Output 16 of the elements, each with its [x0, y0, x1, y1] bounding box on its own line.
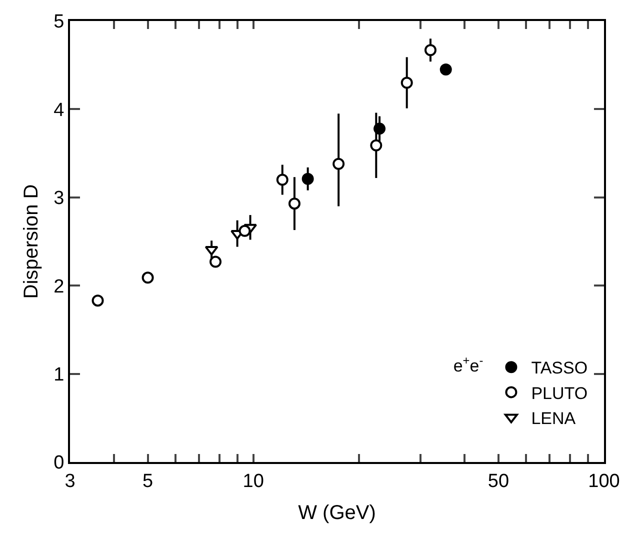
x-tick-label: 5: [142, 470, 154, 492]
legend-label: LENA: [531, 408, 576, 428]
y-tick-label: 1: [54, 364, 64, 386]
y-tick-label: 3: [54, 188, 64, 210]
x-tick-label: 100: [588, 470, 620, 492]
y-axis-title: Dispersion D: [20, 184, 43, 299]
x-tick-label: 50: [488, 470, 510, 492]
legend-label: TASSO: [531, 358, 588, 378]
x-tick-label: 10: [242, 470, 264, 492]
y-tick-label: 2: [54, 276, 64, 298]
y-tick-label: 0: [54, 452, 64, 474]
legend-label: PLUTO: [531, 384, 588, 403]
y-tick-label: 4: [54, 100, 65, 121]
y-tick-label: 5: [54, 12, 64, 33]
x-axis-title: W (GeV): [298, 502, 376, 524]
legend-title: e$^{+}$e$^{-}$: [453, 354, 484, 376]
